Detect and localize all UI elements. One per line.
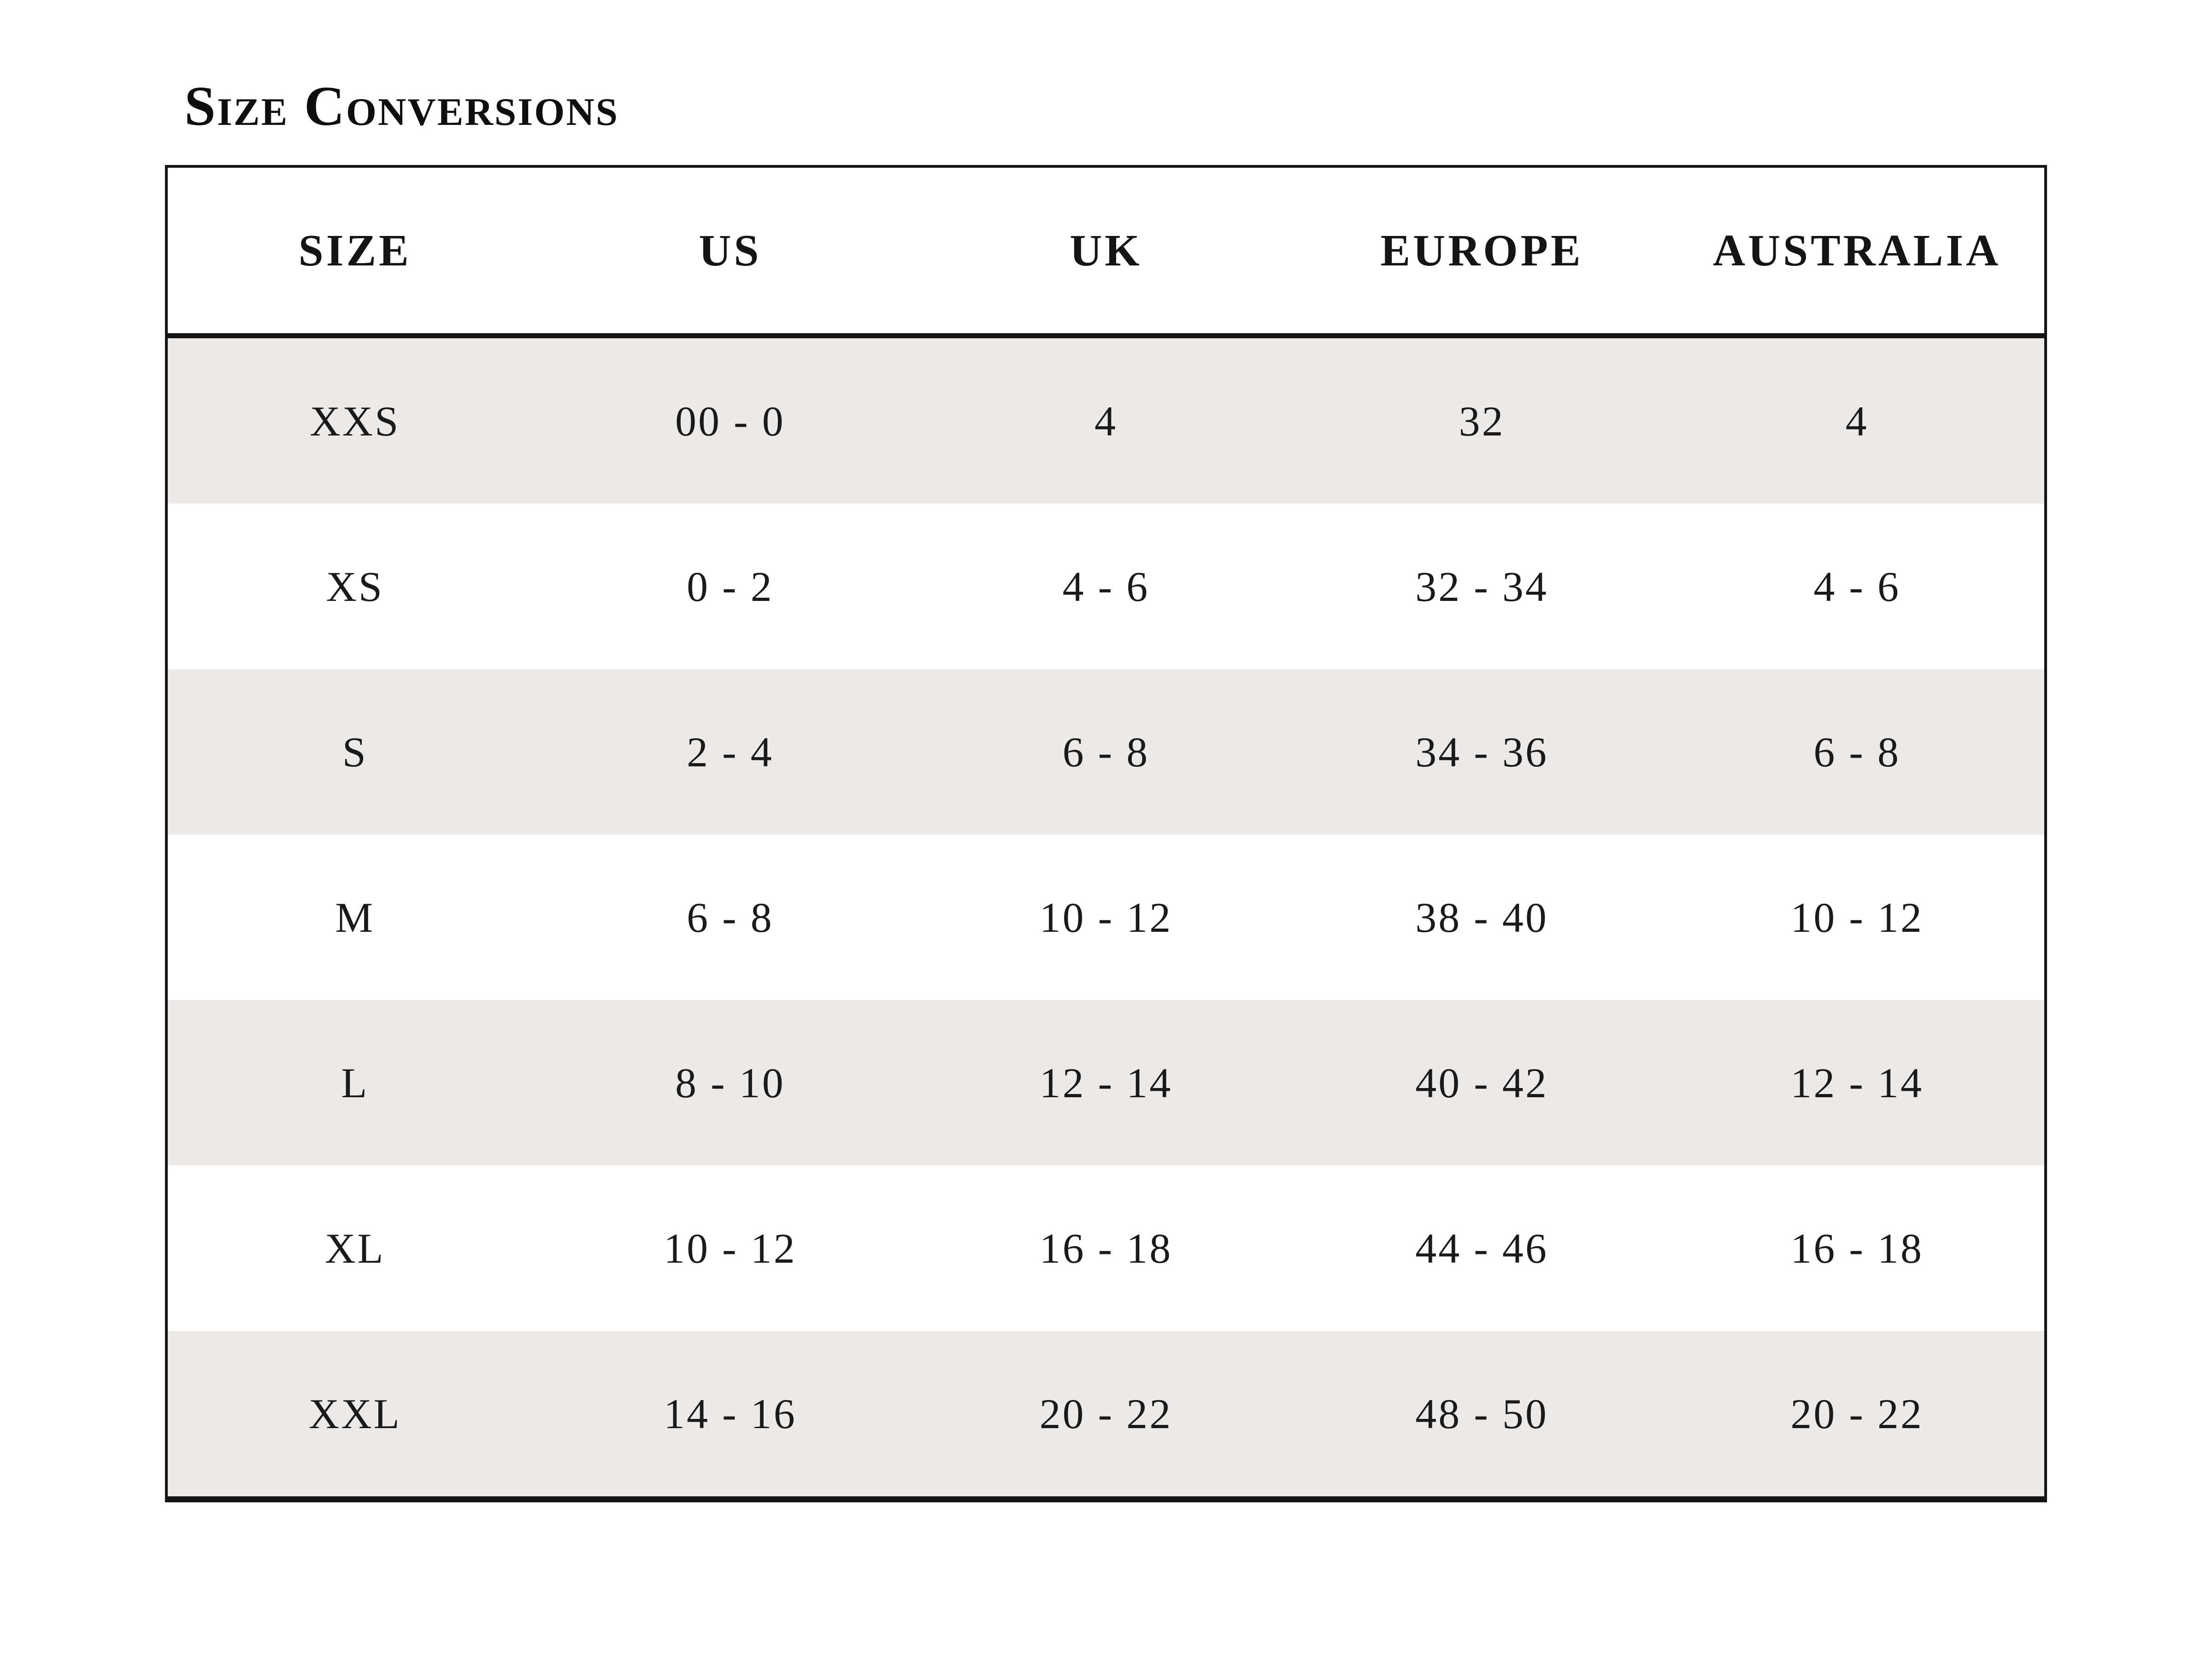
header-cell-australia: AUSTRALIA bbox=[1713, 226, 2001, 275]
table-row-xl: XL 10 - 12 16 - 18 44 - 46 16 - 18 bbox=[166, 1165, 2046, 1331]
europe-cell: 34 - 36 bbox=[1415, 728, 1548, 776]
size-cell: XS bbox=[326, 563, 384, 610]
header-cell-us: US bbox=[699, 226, 762, 275]
uk-cell: 4 - 6 bbox=[1062, 563, 1150, 610]
size-cell: XXS bbox=[310, 397, 400, 445]
size-conversion-table: SIZE US UK EUROPE AUSTRALIA XXS 00 - 0 4… bbox=[165, 165, 2047, 1502]
size-cell: XXL bbox=[308, 1390, 401, 1437]
table-row-l: L 8 - 10 12 - 14 40 - 42 12 - 14 bbox=[166, 1000, 2046, 1165]
us-cell: 00 - 0 bbox=[675, 397, 785, 445]
europe-cell: 40 - 42 bbox=[1415, 1059, 1548, 1106]
australia-cell: 16 - 18 bbox=[1790, 1224, 1924, 1272]
europe-cell: 32 - 34 bbox=[1415, 563, 1548, 610]
size-cell: M bbox=[335, 894, 375, 941]
uk-cell: 16 - 18 bbox=[1039, 1224, 1173, 1272]
us-cell: 8 - 10 bbox=[675, 1059, 785, 1106]
uk-cell: 10 - 12 bbox=[1039, 894, 1173, 941]
us-cell: 6 - 8 bbox=[687, 894, 774, 941]
header-cell-size: SIZE bbox=[298, 226, 412, 275]
uk-cell: 6 - 8 bbox=[1062, 728, 1150, 776]
header-cell-europe: EUROPE bbox=[1380, 226, 1583, 275]
page-title: Size Conversions bbox=[184, 75, 619, 137]
uk-cell: 20 - 22 bbox=[1039, 1390, 1173, 1437]
table-header-row: SIZE US UK EUROPE AUSTRALIA bbox=[166, 166, 2046, 336]
size-cell: L bbox=[341, 1059, 369, 1106]
australia-cell: 4 bbox=[1845, 397, 1869, 445]
table-row-xxl: XXL 14 - 16 20 - 22 48 - 50 20 - 22 bbox=[166, 1331, 2046, 1500]
table-row-xxs: XXS 00 - 0 4 32 4 bbox=[166, 335, 2046, 504]
table-row-xs: XS 0 - 2 4 - 6 32 - 34 4 - 6 bbox=[166, 504, 2046, 669]
uk-cell: 12 - 14 bbox=[1039, 1059, 1173, 1106]
header-cell-uk: UK bbox=[1070, 226, 1142, 275]
australia-cell: 10 - 12 bbox=[1790, 894, 1924, 941]
size-cell: S bbox=[342, 728, 368, 776]
europe-cell: 32 bbox=[1459, 397, 1505, 445]
australia-cell: 4 - 6 bbox=[1813, 563, 1900, 610]
size-cell: XL bbox=[324, 1224, 385, 1272]
europe-cell: 44 - 46 bbox=[1415, 1224, 1548, 1272]
us-cell: 2 - 4 bbox=[687, 728, 774, 776]
table-row-m: M 6 - 8 10 - 12 38 - 40 10 - 12 bbox=[166, 835, 2046, 1000]
us-cell: 0 - 2 bbox=[687, 563, 774, 610]
australia-cell: 20 - 22 bbox=[1790, 1390, 1924, 1437]
europe-cell: 38 - 40 bbox=[1415, 894, 1548, 941]
us-cell: 10 - 12 bbox=[664, 1224, 797, 1272]
us-cell: 14 - 16 bbox=[664, 1390, 797, 1437]
table-row-s: S 2 - 4 6 - 8 34 - 36 6 - 8 bbox=[166, 669, 2046, 835]
uk-cell: 4 bbox=[1094, 397, 1118, 445]
europe-cell: 48 - 50 bbox=[1415, 1390, 1548, 1437]
australia-cell: 12 - 14 bbox=[1790, 1059, 1924, 1106]
australia-cell: 6 - 8 bbox=[1813, 728, 1900, 776]
